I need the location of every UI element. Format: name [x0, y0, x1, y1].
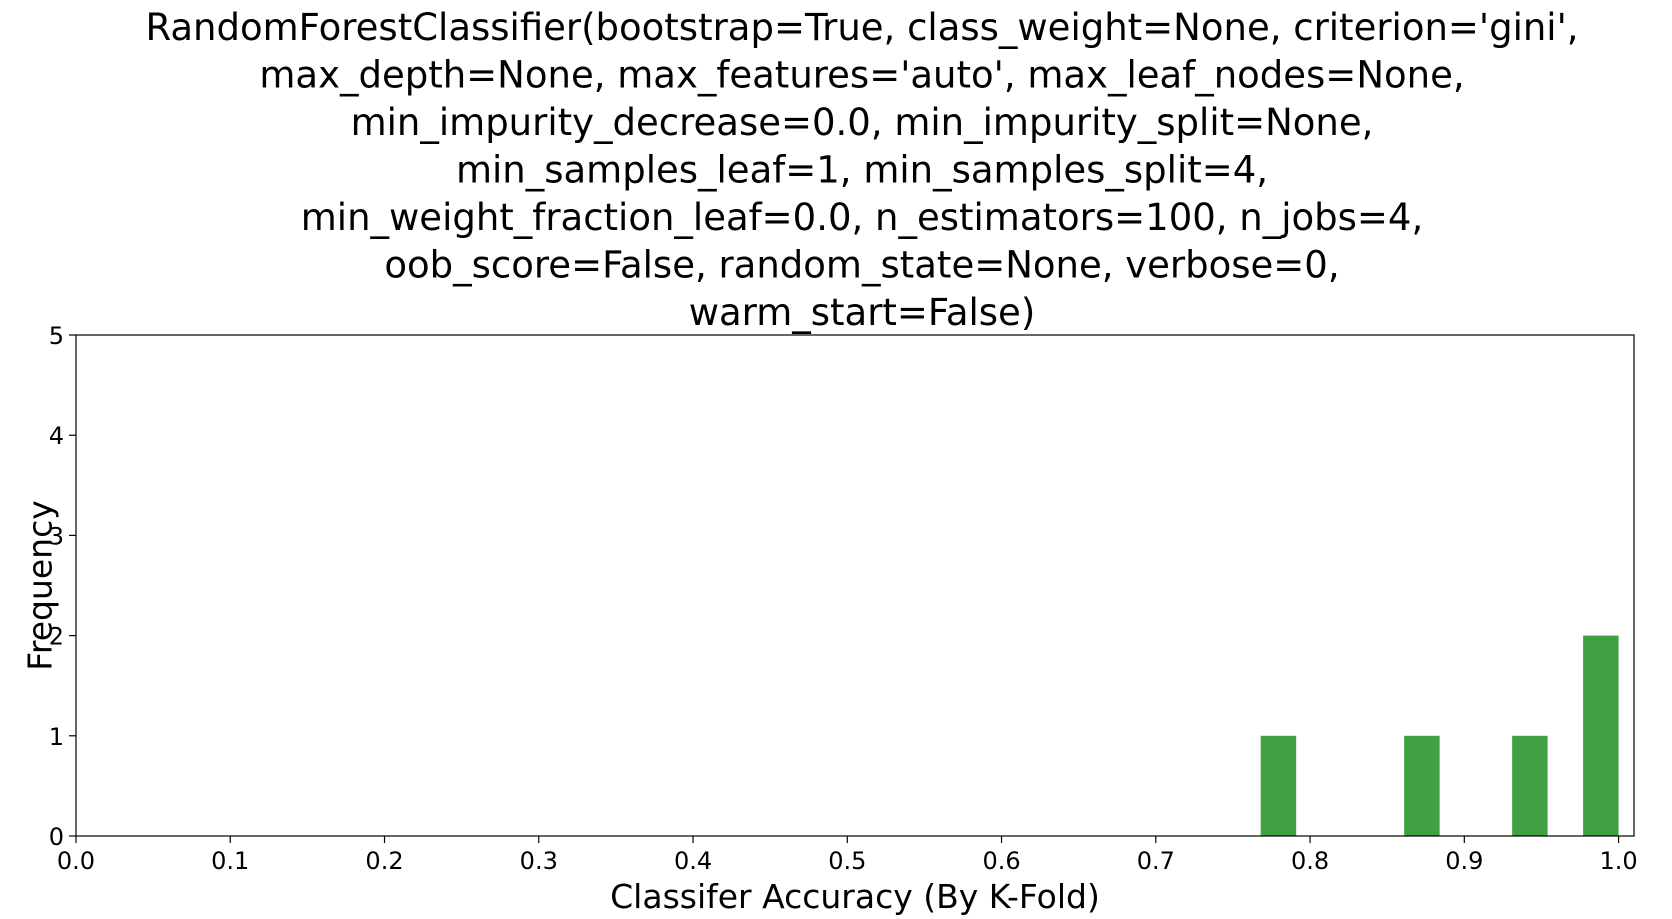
- x-tick-label: 0.8: [1291, 847, 1329, 875]
- x-tick-label: 0.2: [365, 847, 403, 875]
- histogram-bar: [1260, 735, 1297, 836]
- y-tick-label: 4: [49, 422, 64, 450]
- x-tick-label: 1.0: [1599, 847, 1637, 875]
- y-tick-label: 3: [49, 522, 64, 550]
- y-tick-label: 1: [49, 723, 64, 751]
- x-tick-label: 0.5: [828, 847, 866, 875]
- x-tick-label: 0.7: [1137, 847, 1175, 875]
- title-line: max_depth=None, max_features='auto', max…: [259, 54, 1464, 97]
- histogram-bar: [1404, 735, 1440, 836]
- x-tick-label: 0.6: [982, 847, 1020, 875]
- x-tick-label: 0.3: [520, 847, 558, 875]
- y-axis-ticks: 0 1 2 3 4 5: [49, 322, 76, 851]
- x-tick-label: 0.9: [1445, 847, 1483, 875]
- y-tick-label: 2: [49, 623, 64, 651]
- chart-title: RandomForestClassifier(bootstrap=True, c…: [145, 6, 1578, 334]
- histogram-bar: [1512, 735, 1548, 836]
- title-line: min_weight_fraction_leaf=0.0, n_estimato…: [301, 196, 1423, 239]
- bars: [1260, 635, 1619, 836]
- x-tick-label: 0.1: [211, 847, 249, 875]
- title-line: oob_score=False, random_state=None, verb…: [384, 244, 1339, 287]
- x-tick-label: 0.0: [57, 847, 95, 875]
- histogram-bar: [1583, 635, 1619, 836]
- y-tick-label: 5: [49, 322, 64, 350]
- title-line: min_impurity_decrease=0.0, min_impurity_…: [351, 101, 1374, 144]
- x-axis-ticks: 0.0 0.1 0.2 0.3 0.4 0.5 0.6 0.7 0.8 0.9 1.0: [57, 836, 1638, 875]
- title-line: RandomForestClassifier(bootstrap=True, c…: [145, 6, 1578, 49]
- x-tick-label: 0.4: [674, 847, 712, 875]
- x-axis-label: Classifer Accuracy (By K-Fold): [610, 877, 1100, 916]
- title-line: warm_start=False): [689, 291, 1036, 334]
- y-axis-label: Frequency: [21, 500, 60, 670]
- plot-frame: [75, 334, 1635, 837]
- title-line: min_samples_leaf=1, min_samples_split=4,: [456, 149, 1268, 192]
- y-tick-label: 0: [49, 823, 64, 851]
